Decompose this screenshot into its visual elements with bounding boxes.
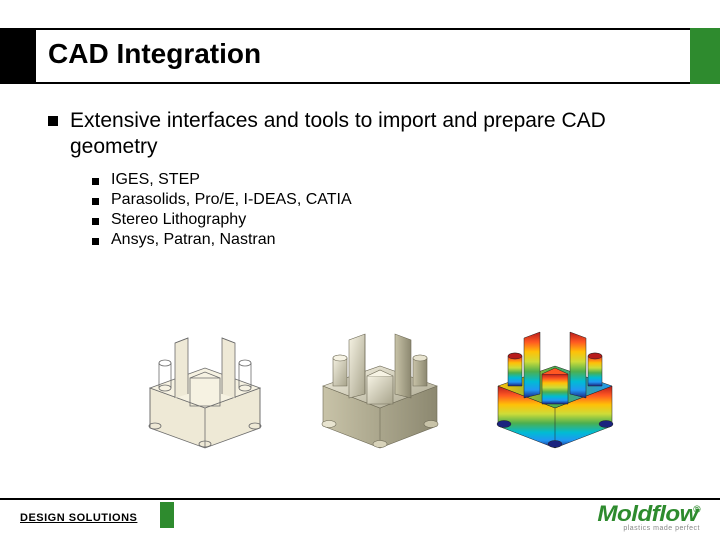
sub-bullet-text: Parasolids, Pro/E, I-DEAS, CATIA xyxy=(111,191,352,209)
logo: Moldflow® plastics made perfect xyxy=(602,501,700,532)
sub-bullet-text: Stereo Lithography xyxy=(111,211,246,229)
title-left-accent xyxy=(0,28,36,84)
page-title: CAD Integration xyxy=(48,38,261,70)
footer-accent xyxy=(160,502,174,528)
logo-letter: Moldflow xyxy=(597,501,697,527)
content-area: Extensive interfaces and tools to import… xyxy=(48,108,680,251)
cad-fea-render xyxy=(480,308,630,463)
title-right-accent xyxy=(690,28,720,84)
main-bullet-text: Extensive interfaces and tools to import… xyxy=(70,108,680,161)
sub-bullet-list: IGES, STEP Parasolids, Pro/E, I-DEAS, CA… xyxy=(92,171,680,249)
sub-bullet: Parasolids, Pro/E, I-DEAS, CATIA xyxy=(92,191,680,209)
bullet-square-icon xyxy=(48,116,58,126)
title-bar: CAD Integration xyxy=(0,28,720,84)
slide: CAD Integration Extensive interfaces and… xyxy=(0,0,720,540)
title-rule-top xyxy=(36,28,690,30)
sub-bullet: Stereo Lithography xyxy=(92,211,680,229)
sub-bullet-text: IGES, STEP xyxy=(111,171,200,189)
title-rule-bottom xyxy=(36,82,690,84)
bullet-square-icon xyxy=(92,218,99,225)
bullet-square-icon xyxy=(92,198,99,205)
footer-rule xyxy=(0,498,720,500)
bullet-square-icon xyxy=(92,238,99,245)
cad-wireframe-render xyxy=(130,308,280,463)
sub-bullet: IGES, STEP xyxy=(92,171,680,189)
sub-bullet: Ansys, Patran, Nastran xyxy=(92,231,680,249)
main-bullet: Extensive interfaces and tools to import… xyxy=(48,108,680,161)
footer-label: DESIGN SOLUTIONS xyxy=(20,512,137,524)
bullet-square-icon xyxy=(92,178,99,185)
cad-solid-render xyxy=(305,308,455,463)
sub-bullet-text: Ansys, Patran, Nastran xyxy=(111,231,276,249)
cad-render-row xyxy=(130,300,630,470)
logo-text: Moldflow® xyxy=(602,501,700,527)
